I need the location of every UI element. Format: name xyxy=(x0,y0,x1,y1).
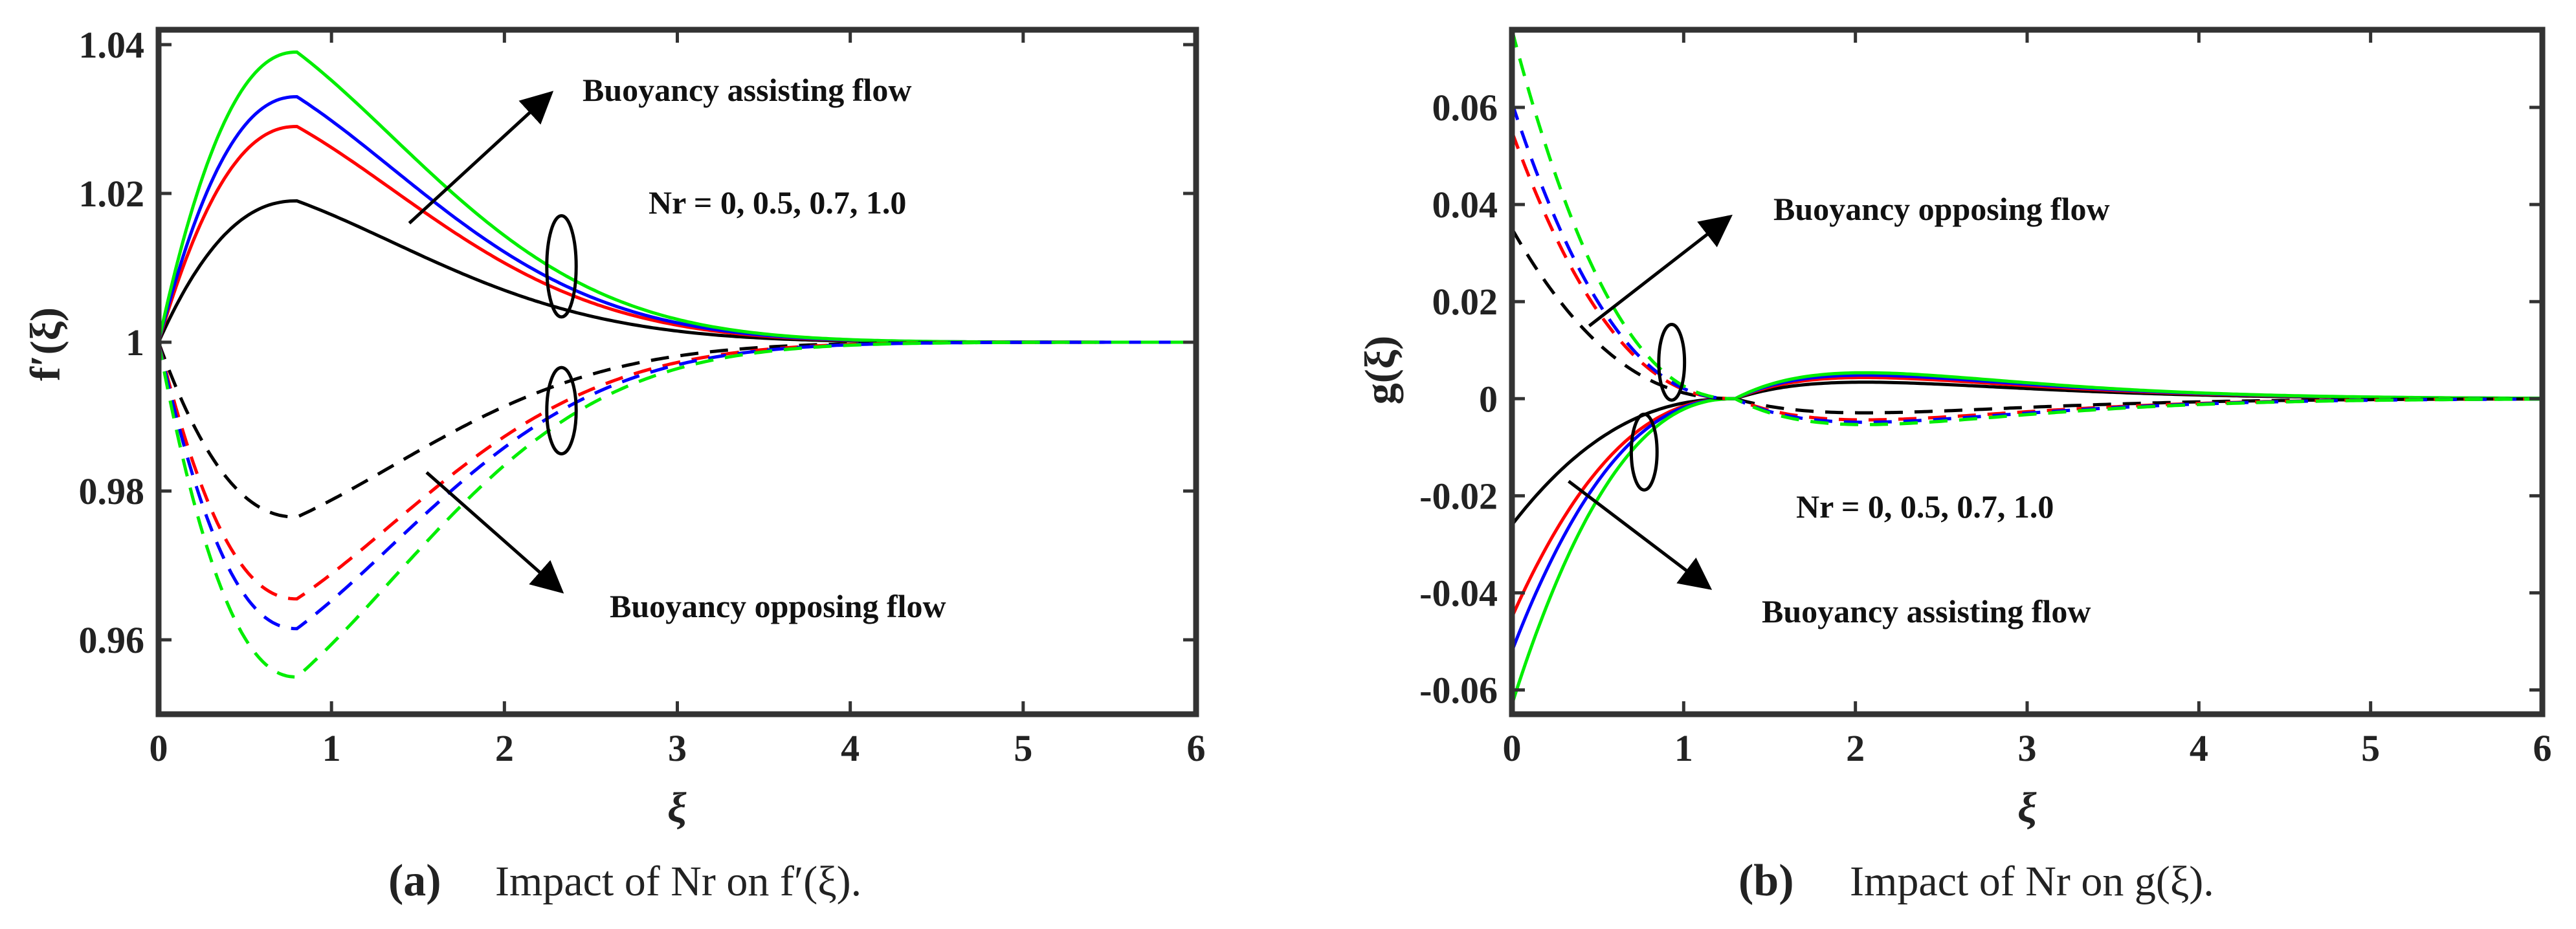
y-tick-label: 1.02 xyxy=(79,173,145,215)
x-tick-label: 5 xyxy=(2361,727,2380,769)
y-tick-label: 0.04 xyxy=(1432,184,1498,226)
panel-a-ellipse-opposing xyxy=(545,366,578,455)
y-tick-label: -0.02 xyxy=(1419,475,1498,517)
panel-b-xlabel: ξ xyxy=(2017,784,2037,831)
x-tick-label: 3 xyxy=(2018,727,2037,769)
y-tick-label: 0.02 xyxy=(1432,281,1498,323)
y-tick-label: -0.06 xyxy=(1419,669,1498,711)
panel-b-arrow-opposing xyxy=(1588,214,1733,327)
x-tick-label: 3 xyxy=(668,727,687,769)
x-tick-label: 2 xyxy=(495,727,514,769)
panel-b-assisting-label: Buoyancy assisting flow xyxy=(1762,593,2091,629)
panel-b-caption-tag: (b) xyxy=(1738,856,1794,906)
panel-b-series-4 xyxy=(1512,228,2542,415)
x-tick-label: 6 xyxy=(1187,727,1206,769)
panel-b-series-3 xyxy=(1512,371,2542,705)
x-tick-label: 5 xyxy=(1014,727,1032,769)
panel-b-ellipse-opposing xyxy=(1657,322,1687,402)
panel-b-opposing-label: Buoyancy opposing flow xyxy=(1773,191,2110,227)
panel-a-caption-tag: (a) xyxy=(388,856,441,906)
x-tick-label: 2 xyxy=(1846,727,1865,769)
panel-a-chart: 0 1 2 3 4 5 6 0.96 0.98 1 1.02 1.04 Buoyancy assist… xyxy=(22,24,1206,906)
panel-b-ticks: 0 1 2 3 4 5 6 -0.06 -0.04 -0.02 0 0.02 0.04 0.06 xyxy=(1419,30,2552,769)
panel-b-caption: Impact of Nr on g(ξ). xyxy=(1850,858,2214,905)
panel-a-series-7 xyxy=(159,340,1196,679)
y-tick-label: 0.98 xyxy=(79,470,145,512)
panel-b-series-5 xyxy=(1512,131,2542,422)
x-tick-label: 0 xyxy=(150,727,168,769)
panel-a-arrow-opposing xyxy=(425,471,564,594)
y-tick-label: 0 xyxy=(1479,378,1498,420)
panel-b-curves xyxy=(1512,30,2542,705)
panel-a-caption: Impact of Nr on f′(ξ). xyxy=(495,858,861,905)
panel-a-series-0 xyxy=(159,199,1196,344)
x-tick-label: 6 xyxy=(2533,727,2552,769)
y-tick-label: 0.96 xyxy=(79,619,145,661)
panel-b-ellipse-assisting xyxy=(1629,412,1659,492)
x-tick-label: 4 xyxy=(2190,727,2208,769)
y-tick-label: 0.06 xyxy=(1432,87,1498,129)
x-tick-label: 4 xyxy=(841,727,860,769)
panel-b-series-7 xyxy=(1512,30,2542,426)
y-tick-label: -0.04 xyxy=(1419,572,1498,614)
panel-b-chart: 0 1 2 3 4 5 6 -0.06 -0.04 -0.02 0 0.02 0.04 0.06 Buoy… xyxy=(1357,27,2552,906)
x-tick-label: 1 xyxy=(1674,727,1693,769)
panel-a-opposing-label: Buoyancy opposing flow xyxy=(610,588,946,624)
x-tick-label: 1 xyxy=(322,727,341,769)
panel-a-series-1 xyxy=(159,124,1196,344)
panel-b-nr-label: Nr = 0, 0.5, 0.7, 1.0 xyxy=(1796,488,2054,525)
panel-a-xlabel: ξ xyxy=(667,784,687,831)
panel-b-markers xyxy=(1568,214,1733,590)
y-tick-label: 1 xyxy=(126,322,144,364)
panel-a-ylabel: f′(ξ) xyxy=(22,307,69,381)
x-tick-label: 0 xyxy=(1503,727,1522,769)
panel-b-arrow-assisting xyxy=(1568,479,1713,590)
panel-a-assisting-label: Buoyancy assisting flow xyxy=(583,72,911,108)
panel-b-ylabel: g(ξ) xyxy=(1357,336,1404,404)
panel-a-nr-label: Nr = 0, 0.5, 0.7, 1.0 xyxy=(649,184,906,221)
panel-a-ellipse-assisting xyxy=(545,214,578,319)
panel-a-curves xyxy=(159,50,1196,679)
y-tick-label: 1.04 xyxy=(79,24,145,66)
panel-a-markers xyxy=(408,91,578,594)
panel-a-arrow-assisting xyxy=(408,91,554,224)
panel-a-ticks: 0 1 2 3 4 5 6 0.96 0.98 1 1.02 1.04 xyxy=(79,24,1206,769)
panel-b-series-6 xyxy=(1512,102,2542,424)
panel-a-series-5 xyxy=(159,340,1196,601)
